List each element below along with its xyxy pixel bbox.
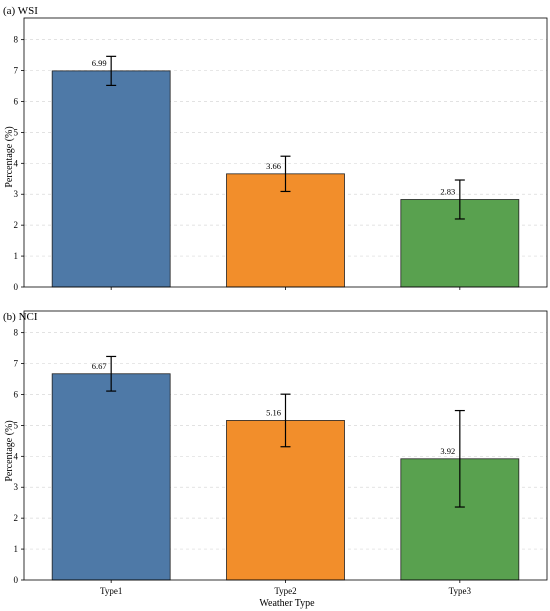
y-axis-label-nci: Percentage (%) [4,420,15,481]
y-tick-label-wsi: 3 [14,189,19,199]
y-tick-label-wsi: 5 [14,127,19,137]
y-tick-label-wsi: 0 [14,282,19,292]
error-bar-nci-type3 [454,409,465,508]
x-axis-label: Weather Type [259,598,315,609]
y-axis-label-wsi: Percentage (%) [4,126,15,187]
y-tick-label-wsi: 1 [14,251,19,261]
bar-wsi-type2 [226,173,345,288]
x-tick-label-type3: Type3 [449,586,472,596]
value-label-nci-type2: 5.16 [266,407,281,417]
panel-nci: (b) NCI Percentage (%) 6.67 5.16 3.92 0 1 2 3… [3,310,548,609]
panel-title-wsi: (a) WSI [3,5,38,17]
y-tick-label-nci: 3 [14,482,19,492]
panel-title-nci: (b) NCI [3,311,38,323]
bar-nci-type1 [51,373,171,581]
y-tick-label-nci: 7 [14,359,19,369]
error-bar-wsi-type1 [106,55,117,87]
plot-frame-wsi [23,17,548,288]
y-tick-label-nci: 4 [14,451,19,461]
x-tick-label-type2: Type2 [274,586,296,596]
value-label-wsi-type2: 3.66 [266,161,281,171]
bar-wsi-type1 [51,70,171,288]
y-tick-label-wsi: 8 [14,35,19,45]
value-label-nci-type1: 6.67 [92,361,107,371]
y-tick-label-nci: 6 [14,389,19,399]
error-bar-nci-type1 [106,355,117,392]
value-label-wsi-type1: 6.99 [92,58,107,68]
y-tick-label-nci: 2 [14,513,19,523]
y-tick-label-nci: 8 [14,328,19,338]
y-tick-label-wsi: 2 [14,220,19,230]
value-label-nci-type3: 3.92 [440,446,455,456]
y-tick-label-wsi: 7 [14,66,19,76]
x-tick-label-type1: Type1 [100,586,122,596]
panel-wsi: (a) WSI Percentage (%) 6.99 3.66 2.83 0 1 2 3… [3,5,548,292]
y-tick-label-wsi: 4 [14,158,19,168]
y-tick-label-nci: 0 [14,575,19,585]
y-tick-label-nci: 5 [14,420,19,430]
error-bar-wsi-type3 [454,179,465,220]
error-bar-wsi-type2 [280,155,291,193]
y-tick-label-nci: 1 [14,544,19,554]
error-bar-nci-type2 [280,393,291,448]
plot-frame-nci [23,310,548,581]
value-label-wsi-type3: 2.83 [440,186,455,196]
y-tick-label-wsi: 6 [14,96,19,106]
